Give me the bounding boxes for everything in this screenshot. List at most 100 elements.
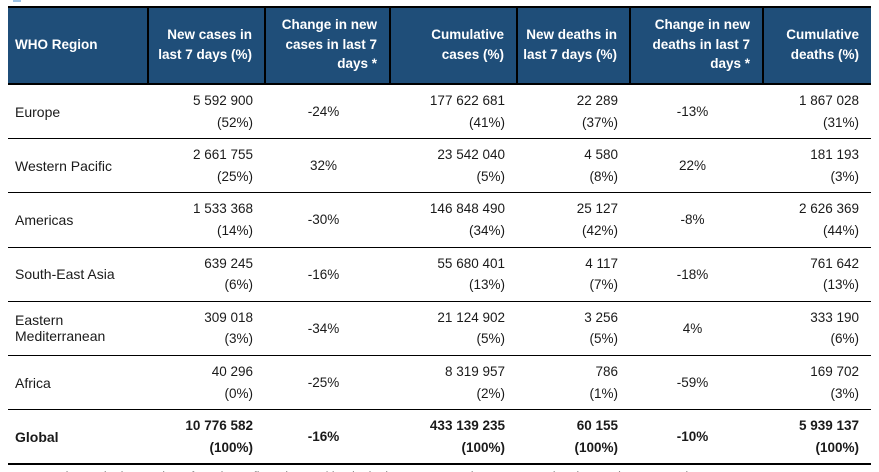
- change-new-cases-value: -34%: [307, 320, 340, 336]
- cumulative-deaths-percent: (100%): [815, 439, 859, 455]
- cumulative-cases-cell: 55 680 401 (13%): [390, 247, 517, 302]
- cumulative-cases-percent: (5%): [476, 331, 505, 347]
- change-new-cases-cell: -25%: [265, 355, 390, 411]
- new-deaths-percent: (1%): [589, 385, 618, 401]
- region-name: Europe: [15, 103, 61, 120]
- change-new-cases-cell: 32%: [265, 138, 390, 194]
- change-new-deaths-value: -13%: [676, 104, 709, 120]
- new-deaths-cell: 60 155 (100%): [517, 409, 630, 466]
- region-cell: Africa: [8, 355, 148, 411]
- region-cell: Europe: [8, 84, 148, 140]
- region-cell: South-East Asia: [8, 247, 148, 302]
- cumulative-deaths-value: 5 939 137: [798, 418, 859, 434]
- change-new-cases-value: -16%: [307, 266, 340, 282]
- new-deaths-value: 22 289: [576, 93, 618, 108]
- cumulative-deaths-cell: 333 190 (6%): [763, 301, 871, 356]
- change-new-cases-value: -30%: [307, 212, 340, 228]
- cumulative-cases-percent: (13%): [468, 277, 505, 293]
- new-cases-cell: 40 296 (0%): [148, 355, 265, 411]
- cumulative-deaths-percent: (31%): [822, 114, 859, 130]
- new-deaths-percent: (100%): [574, 439, 618, 455]
- header-row: WHO Region New cases in last 7 days (%) …: [8, 6, 871, 85]
- cumulative-deaths-cell: 169 702 (3%): [763, 355, 871, 411]
- change-new-cases-cell: -30%: [265, 192, 390, 248]
- cumulative-deaths-value: 169 702: [810, 363, 859, 379]
- region-name: South-East Asia: [15, 266, 115, 283]
- change-new-deaths-value: 22%: [678, 158, 707, 174]
- table-row: Western Pacific 2 661 755 (25%) 32% 23 5…: [8, 138, 871, 194]
- change-new-deaths-cell: -59%: [630, 355, 763, 411]
- new-deaths-value: 3 256: [584, 309, 618, 325]
- region-name: Africa: [15, 374, 51, 391]
- cumulative-cases-cell: 146 848 490 (34%): [390, 192, 517, 248]
- cumulative-cases-cell: 8 319 957 (2%): [390, 355, 517, 411]
- footnote: *Percent change in the number of newly c…: [8, 470, 879, 472]
- change-new-deaths-cell: -13%: [630, 84, 763, 140]
- cumulative-cases-cell: 21 124 902 (5%): [390, 301, 517, 356]
- change-new-deaths-value: -59%: [676, 375, 709, 391]
- new-cases-cell: 2 661 755 (25%): [148, 138, 265, 194]
- new-cases-percent: (25%): [216, 168, 253, 184]
- new-cases-value: 309 018: [204, 309, 253, 325]
- change-new-cases-cell: -24%: [265, 84, 390, 140]
- region-name: Western Pacific: [15, 157, 112, 174]
- change-new-deaths-value: -18%: [676, 266, 709, 282]
- change-new-deaths-cell: -10%: [630, 409, 763, 466]
- change-new-cases-cell: -34%: [265, 301, 390, 356]
- change-new-deaths-cell: 22%: [630, 138, 763, 194]
- new-cases-cell: 10 776 582 (100%): [148, 409, 265, 466]
- new-cases-value: 5 592 900: [192, 93, 253, 108]
- table-header: WHO Region New cases in last 7 days (%) …: [8, 6, 871, 85]
- new-cases-percent: (52%): [216, 114, 253, 130]
- cumulative-deaths-value: 181 193: [810, 147, 859, 163]
- cumulative-cases-value: 21 124 902: [437, 309, 505, 325]
- cumulative-cases-value: 23 542 040: [437, 147, 505, 163]
- change-new-cases-value: 32%: [309, 158, 338, 174]
- new-cases-value: 40 296: [211, 363, 253, 379]
- region-cell: Global: [8, 409, 148, 466]
- change-new-cases-value: -16%: [307, 429, 340, 445]
- cumulative-deaths-percent: (13%): [822, 277, 859, 293]
- new-deaths-cell: 3 256 (5%): [517, 301, 630, 356]
- change-new-deaths-value: -8%: [680, 212, 705, 228]
- new-deaths-value: 60 155: [576, 418, 618, 434]
- new-deaths-percent: (42%): [581, 222, 618, 238]
- cumulative-cases-value: 55 680 401: [437, 255, 505, 271]
- header-new-cases: New cases in last 7 days (%): [147, 6, 265, 85]
- table-row: Global 10 776 582 (100%) -16% 433 139 23…: [8, 409, 871, 466]
- table-row: Americas 1 533 368 (14%) -30% 146 848 49…: [8, 192, 871, 248]
- table-body: Europe 5 592 900 (52%) -24% 177 622 681 …: [8, 84, 871, 466]
- header-change-new-deaths: Change in new deaths in last 7 days *: [629, 6, 763, 85]
- change-new-cases-value: -25%: [307, 375, 340, 391]
- new-deaths-percent: (7%): [589, 277, 618, 293]
- new-deaths-cell: 4 117 (7%): [517, 247, 630, 302]
- change-new-deaths-cell: -8%: [630, 192, 763, 248]
- header-cumulative-cases: Cumulative cases (%): [389, 6, 517, 85]
- header-who-region: WHO Region: [8, 6, 148, 85]
- cut-off-content-above: [13, 0, 21, 2]
- header-new-deaths: New deaths in last 7 days (%): [516, 6, 630, 85]
- new-cases-percent: (100%): [209, 439, 253, 455]
- cumulative-cases-cell: 177 622 681 (41%): [390, 84, 517, 140]
- new-cases-percent: (3%): [224, 331, 253, 347]
- new-deaths-percent: (5%): [589, 331, 618, 347]
- cumulative-deaths-value: 761 642: [810, 255, 859, 271]
- region-name: Eastern Mediterranean: [15, 312, 106, 345]
- cumulative-deaths-value: 1 867 028: [798, 93, 859, 108]
- new-cases-value: 639 245: [204, 255, 253, 271]
- cumulative-cases-percent: (100%): [461, 439, 505, 455]
- new-deaths-cell: 22 289 (37%): [517, 84, 630, 140]
- new-deaths-cell: 25 127 (42%): [517, 192, 630, 248]
- cumulative-deaths-cell: 1 867 028 (31%): [763, 84, 871, 140]
- cumulative-cases-value: 177 622 681: [429, 93, 505, 108]
- new-cases-value: 1 533 368: [192, 201, 253, 217]
- new-deaths-value: 4 580: [584, 147, 618, 163]
- header-cumulative-deaths: Cumulative deaths (%): [762, 6, 871, 85]
- change-new-deaths-value: 4%: [682, 320, 703, 336]
- cumulative-cases-percent: (2%): [476, 385, 505, 401]
- new-deaths-value: 25 127: [576, 201, 618, 217]
- who-region-table: WHO Region New cases in last 7 days (%) …: [8, 6, 871, 466]
- cumulative-cases-cell: 433 139 235 (100%): [390, 409, 517, 466]
- region-name: Americas: [15, 211, 74, 228]
